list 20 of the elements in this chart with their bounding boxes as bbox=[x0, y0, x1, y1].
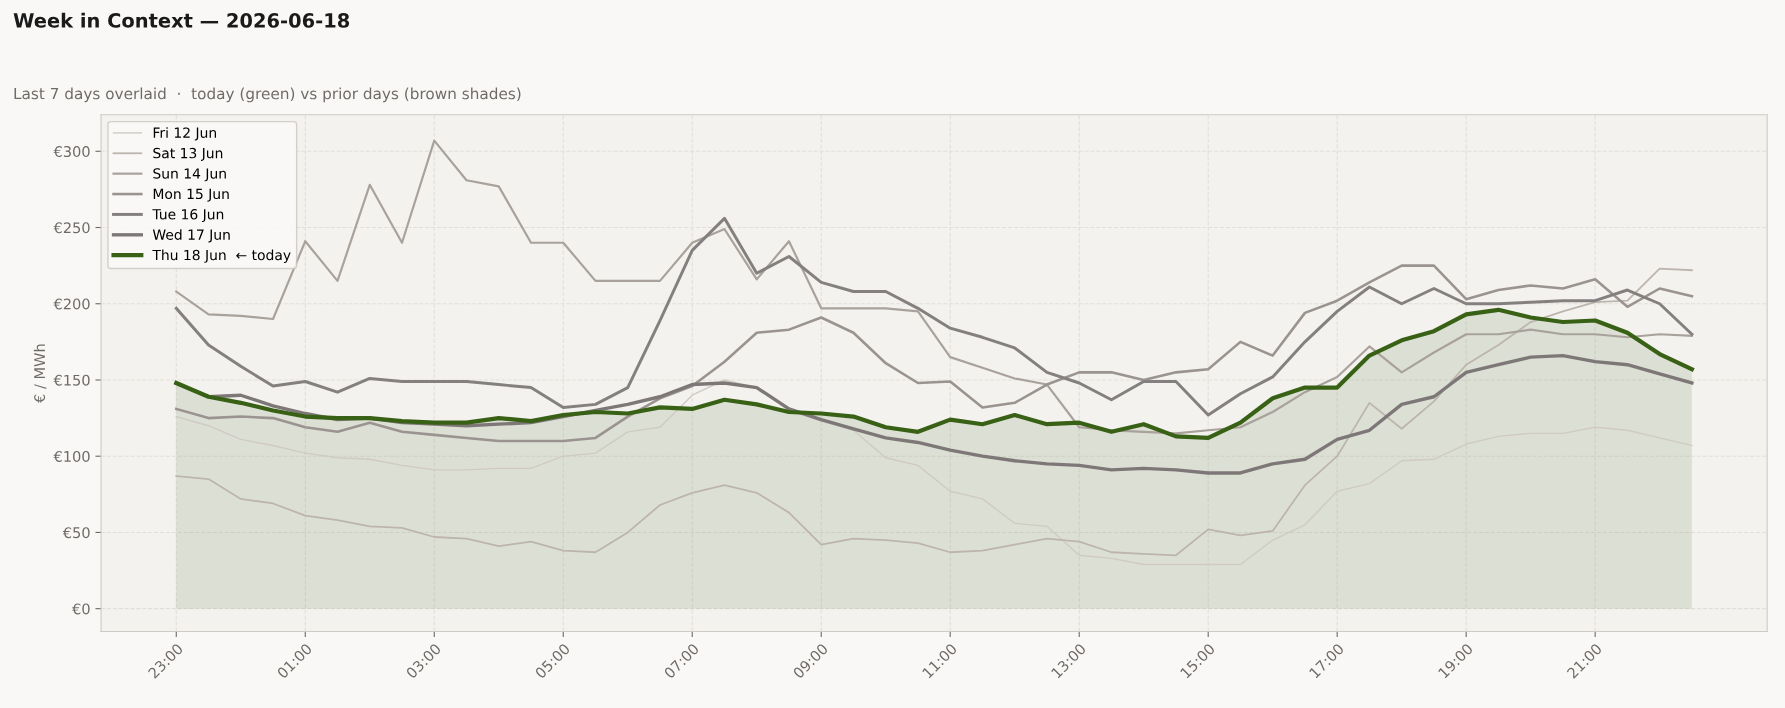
legend-label: Tue 16 Jun bbox=[152, 208, 224, 223]
y-tick-label: €300 bbox=[53, 146, 90, 158]
y-tick-label: €200 bbox=[53, 298, 90, 310]
y-tick-label: €50 bbox=[62, 527, 90, 539]
line-series bbox=[174, 264, 1694, 443]
legend-label: Mon 15 Jun bbox=[153, 188, 229, 202]
legend-label: Wed 17 Jun bbox=[152, 229, 230, 243]
y-tick-label: €150 bbox=[53, 374, 90, 386]
legend-label: Sun 14 Jun bbox=[153, 168, 226, 182]
line-series bbox=[175, 267, 1693, 557]
legend-label: Fri 12 Jun bbox=[153, 127, 216, 141]
chart-title: Week in Context — 2026-06-18 bbox=[13, 12, 350, 28]
y-tick-label: €250 bbox=[53, 222, 90, 234]
line-series bbox=[175, 379, 1693, 566]
y-tick-label: €100 bbox=[53, 450, 90, 462]
chart-subtitle: Last 7 days overlaid · today (green) vs prior days (brown shades) bbox=[14, 87, 521, 103]
y-tick-label: €0 bbox=[72, 603, 90, 615]
y-axis-title: € / MWh bbox=[33, 344, 47, 403]
legend-label: Sat 13 Jun bbox=[153, 147, 223, 161]
legend-label: Thu 18 Jun ← today bbox=[152, 249, 291, 263]
